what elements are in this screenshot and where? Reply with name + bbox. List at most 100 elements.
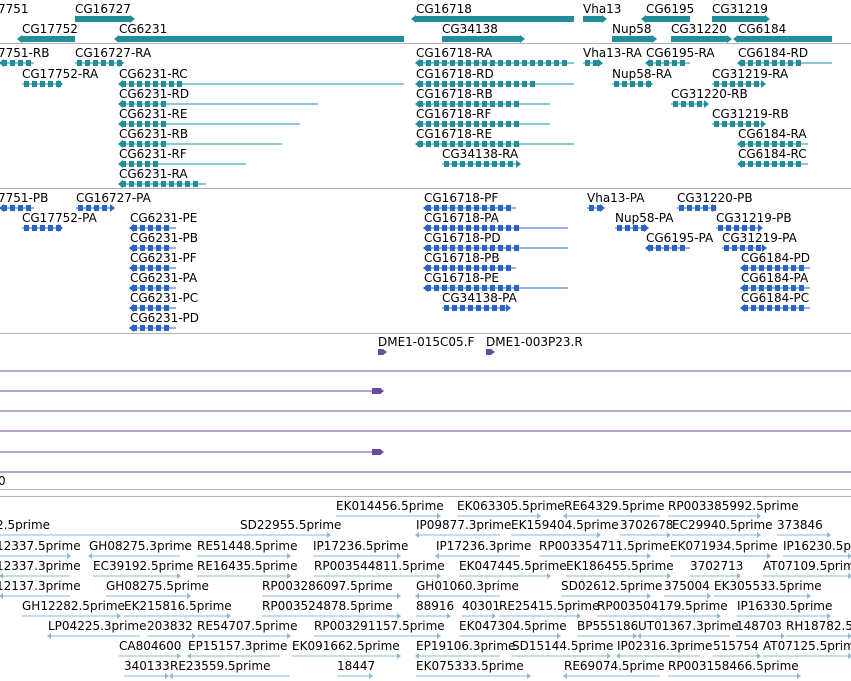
feature-label[interactable]: 40301 (462, 599, 501, 613)
feature-label[interactable]: GH01060.3prime (416, 579, 519, 593)
feature-label[interactable]: CG16718-RD (416, 67, 494, 81)
feature-label[interactable]: CG17752-RA (22, 67, 99, 81)
feature-label[interactable]: 12137.3prime (0, 579, 81, 593)
feature-label[interactable]: CA804600 (119, 639, 182, 653)
feature-label[interactable]: 88916 (416, 599, 455, 613)
feature-label[interactable]: CG6195-PA (646, 231, 714, 245)
feature-label[interactable]: CG6184-PA (741, 271, 809, 285)
feature-label[interactable]: CG16718-RF (416, 107, 492, 121)
feature-label[interactable]: Nup58 (612, 22, 652, 36)
feature-label[interactable]: CG6184-PC (741, 291, 810, 305)
feature-label[interactable]: EP19106.3prime (416, 639, 516, 653)
feature-label[interactable]: Vha13 (583, 2, 622, 16)
feature-label[interactable]: EK215816.5prime (124, 599, 232, 613)
feature-label[interactable]: 18447 (337, 659, 376, 673)
feature-label[interactable]: CG34138-RA (442, 147, 519, 161)
feature-label[interactable]: AT07125.5prime (763, 639, 851, 653)
feature-label[interactable]: SD02612.5prime (561, 579, 663, 593)
feature-label[interactable]: CG16718-PD (424, 231, 501, 245)
feature-label[interactable]: CG6184-PD (741, 251, 811, 265)
feature-label[interactable]: CG16718 (416, 2, 472, 16)
feature-label[interactable]: CG6231-PF (130, 251, 197, 265)
feature-label[interactable]: RP003385992.5prime (668, 499, 799, 513)
feature-label[interactable]: IP17236.5prime (313, 539, 409, 553)
feature-label[interactable]: 3702713 (690, 559, 744, 573)
feature-label[interactable]: RE54707.5prime (197, 619, 298, 633)
feature-label[interactable]: CG16727 (75, 2, 131, 16)
feature-label[interactable]: DME1-003P23.R (486, 335, 583, 349)
feature-label[interactable]: RE16435.5prime (197, 559, 298, 573)
feature-label[interactable]: EK071934.5prime (670, 539, 778, 553)
feature-label[interactable]: CG6231 (119, 22, 168, 36)
feature-label[interactable]: EK075333.5prime (416, 659, 524, 673)
feature-label[interactable]: CG6231-RB (119, 127, 189, 141)
feature-label[interactable]: 0 (0, 474, 6, 488)
feature-label[interactable]: CG17752 (22, 22, 78, 36)
feature-label[interactable]: EC39192.5prime (93, 559, 194, 573)
feature-label[interactable]: CG6231-PE (130, 211, 198, 225)
feature-label[interactable]: RE69074.5prime (564, 659, 665, 673)
feature-label[interactable]: CG16727-PA (76, 191, 151, 205)
feature-label[interactable]: CG6231-PD (130, 311, 200, 325)
feature-label[interactable]: CG6231-RD (119, 87, 190, 101)
feature-label[interactable]: DME1-015C05.F (378, 335, 475, 349)
feature-label[interactable]: EK014456.5prime (336, 499, 444, 513)
feature-label[interactable]: SD22955.5prime (240, 518, 342, 532)
feature-label[interactable]: 12337.5prime (0, 539, 81, 553)
feature-label[interactable]: CG31219 (712, 2, 768, 16)
feature-label[interactable]: CG31219-RA (712, 67, 789, 81)
feature-label[interactable]: CG6231-RC (119, 67, 188, 81)
feature-label[interactable]: AT07109.5prime (763, 559, 851, 573)
feature-label[interactable]: RE25415.5prime (499, 599, 600, 613)
feature-label[interactable]: EC29940.5prime (672, 518, 773, 532)
feature-label[interactable]: 12337.3prime (0, 559, 81, 573)
feature-label[interactable]: 515754 (713, 639, 759, 653)
feature-label[interactable]: CG16718-PF (424, 191, 499, 205)
feature-label[interactable]: CG16718-RB (416, 87, 493, 101)
feature-label[interactable]: UT01367.3prime (638, 619, 739, 633)
feature-label[interactable]: CG6184-RD (738, 46, 809, 60)
feature-label[interactable]: GH12282.5prime (22, 599, 125, 613)
feature-label[interactable]: GH08275.3prime (89, 539, 192, 553)
feature-label[interactable]: SD15144.5prime (512, 639, 614, 653)
feature-label[interactable]: IP16230.5prime (783, 539, 851, 553)
feature-label[interactable]: Nup58-RA (612, 67, 672, 81)
feature-label[interactable]: IP02316.3prime (617, 639, 713, 653)
feature-label[interactable]: CG6184-RA (738, 127, 807, 141)
feature-label[interactable]: Nup58-PA (615, 211, 674, 225)
feature-label[interactable]: IP09877.3prime (416, 518, 512, 532)
feature-label[interactable]: EK186455.5prime (566, 559, 674, 573)
feature-label[interactable]: CG16718-PA (424, 211, 499, 225)
feature-label[interactable]: RP003158466.5prime (668, 659, 799, 673)
feature-label[interactable]: CG31220-PB (677, 191, 753, 205)
feature-label[interactable]: 3702678 (620, 518, 674, 532)
feature-label[interactable]: RP003524878.5prime (262, 599, 393, 613)
feature-label[interactable]: CG16727-RA (75, 46, 152, 60)
feature-label[interactable]: 7751 (0, 2, 29, 16)
feature-label[interactable]: 7751-RB (0, 46, 50, 60)
feature-label[interactable]: CG17752-PA (22, 211, 97, 225)
feature-label[interactable]: RE64329.5prime (564, 499, 665, 513)
feature-label[interactable]: CG6231-PB (130, 231, 199, 245)
feature-label[interactable]: 340133 (124, 659, 170, 673)
feature-label[interactable]: RP003286097.5prime (262, 579, 393, 593)
feature-label[interactable]: 375004 (664, 579, 710, 593)
feature-label[interactable]: LP04225.3prime (48, 619, 147, 633)
feature-label[interactable]: RH18782.5 (786, 619, 851, 633)
feature-label[interactable]: CG6195-RA (646, 46, 715, 60)
feature-label[interactable]: EK091662.5prime (292, 639, 400, 653)
feature-label[interactable]: CG16718-RA (416, 46, 493, 60)
feature-label[interactable]: CG16718-RE (416, 127, 493, 141)
feature-label[interactable]: CG6231-RF (119, 147, 187, 161)
feature-label[interactable]: CG34138-PA (442, 291, 517, 305)
feature-label[interactable]: EK305533.5prime (714, 579, 822, 593)
feature-label[interactable]: CG6231-RA (119, 167, 188, 181)
feature-label[interactable]: 203832 (147, 619, 193, 633)
feature-label[interactable]: IP17236.3prime (436, 539, 532, 553)
feature-label[interactable]: RP003544811.5prime (314, 559, 445, 573)
feature-label[interactable]: CG34138 (442, 22, 498, 36)
feature-label[interactable]: CG16718-PB (424, 251, 500, 265)
feature-label[interactable]: CG31220 (671, 22, 727, 36)
feature-label[interactable]: IP16330.5prime (737, 599, 833, 613)
feature-label[interactable]: CG31219-RB (712, 107, 789, 121)
